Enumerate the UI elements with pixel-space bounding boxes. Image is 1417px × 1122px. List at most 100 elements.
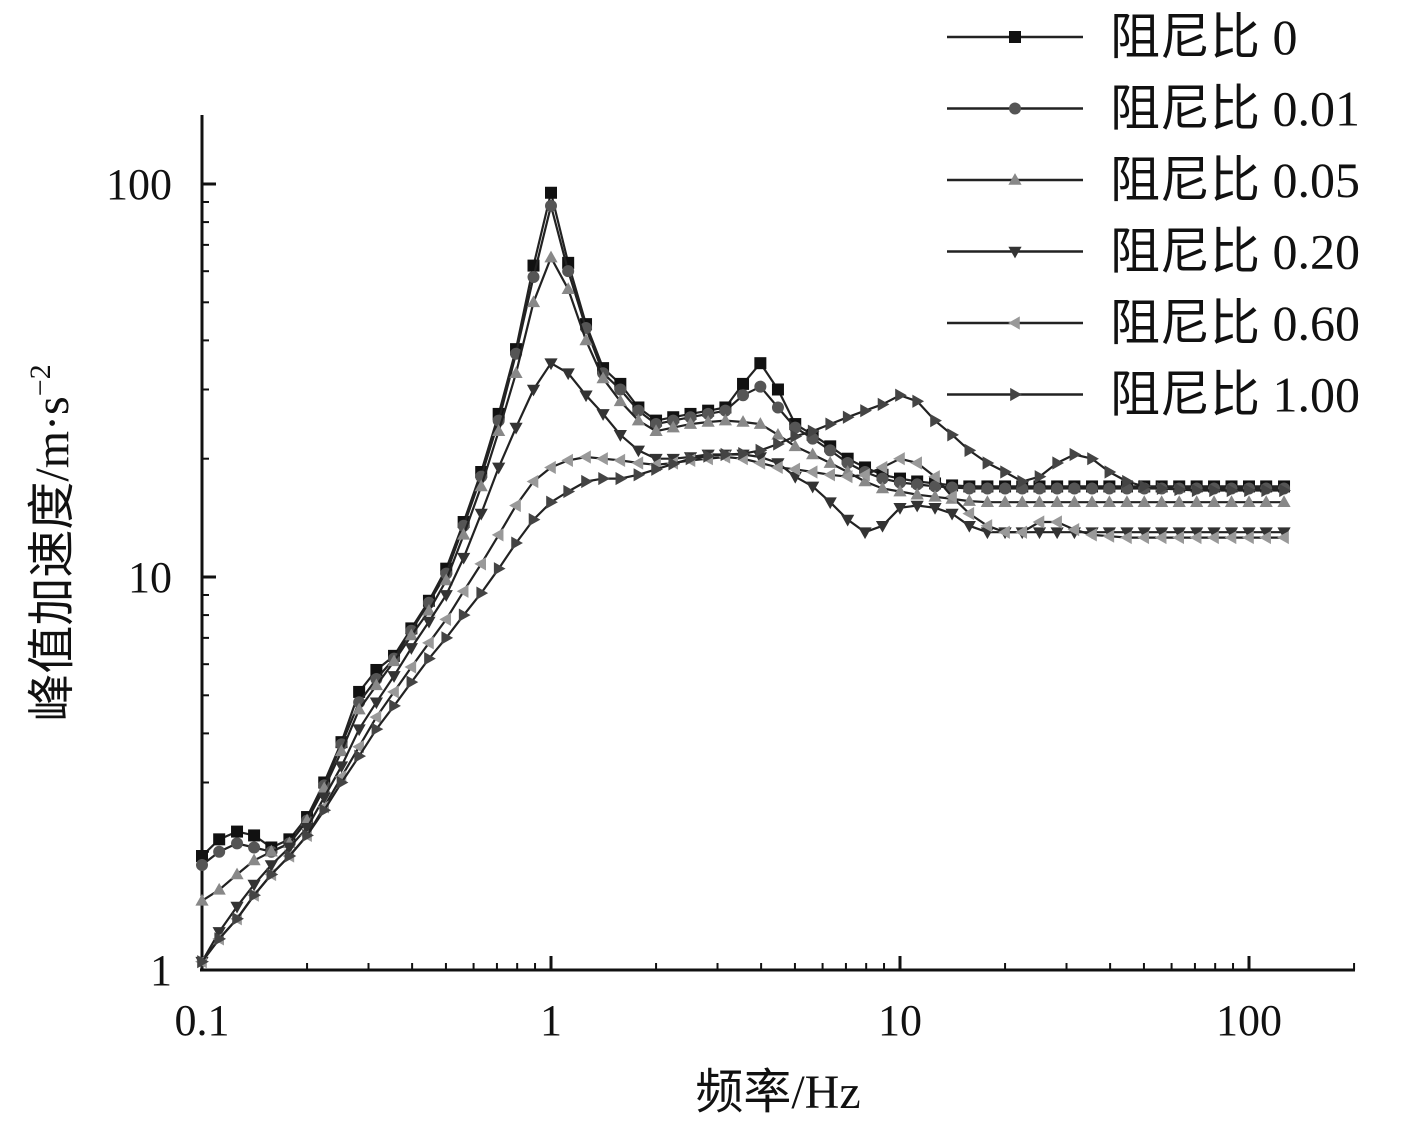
data-point [823, 456, 837, 468]
data-point [1067, 523, 1080, 537]
data-point [631, 456, 644, 470]
data-point [387, 685, 399, 699]
data-point [369, 710, 382, 724]
data-point [369, 697, 383, 710]
data-point [668, 457, 681, 471]
data-point [685, 452, 698, 466]
data-point [651, 462, 663, 476]
data-point [284, 849, 297, 863]
x-tick-label: 100 [1216, 996, 1282, 1045]
data-point [544, 250, 558, 263]
data-point [561, 282, 575, 294]
legend-marker [1008, 316, 1020, 330]
legend-item: 阻尼比 1.00 [947, 367, 1360, 423]
data-point [387, 671, 401, 683]
data-point [1189, 530, 1202, 545]
data-point [404, 628, 418, 641]
data-point [1034, 470, 1047, 484]
data-point [492, 462, 506, 475]
data-point [789, 421, 802, 434]
data-point [1120, 527, 1134, 540]
data-point [720, 447, 733, 462]
data-point [945, 508, 959, 521]
data-point [317, 792, 331, 805]
data-point [928, 502, 942, 515]
data-point [596, 371, 610, 384]
data-point [1087, 452, 1099, 466]
data-point [1224, 495, 1239, 507]
data-point [474, 557, 487, 571]
data-point [1259, 530, 1271, 545]
data-point [928, 470, 940, 484]
data-point [737, 389, 750, 402]
legend-item: 阻尼比 0.05 [947, 152, 1360, 208]
data-point [963, 482, 976, 495]
data-point [615, 471, 628, 486]
data-point [1174, 482, 1187, 497]
data-point [841, 514, 855, 527]
data-point [805, 465, 818, 479]
data-point [579, 390, 593, 403]
data-point [1244, 483, 1256, 498]
data-point [860, 404, 872, 418]
data-point [1156, 481, 1169, 496]
data-point [424, 651, 436, 666]
data-point [1015, 525, 1028, 539]
data-point [579, 333, 593, 346]
data-point [858, 468, 870, 482]
data-point [1137, 530, 1150, 545]
data-point [334, 744, 349, 757]
data-point [1052, 456, 1065, 470]
data-point [613, 394, 627, 407]
data-point [1172, 530, 1185, 545]
data-point [893, 452, 905, 466]
series-line [201, 256, 1284, 902]
series-5 [197, 388, 1291, 969]
legend-marker [1010, 387, 1022, 402]
y-tick-label: 10 [128, 553, 172, 602]
data-point [493, 562, 506, 576]
data-point [790, 429, 803, 443]
data-point [841, 457, 854, 470]
data-point [1050, 515, 1062, 529]
data-point [982, 456, 995, 470]
data-point [1103, 482, 1116, 495]
x-axis-title: 频率/Hz [695, 1066, 860, 1119]
data-point [1242, 530, 1254, 545]
legend-marker [1008, 246, 1022, 259]
data-point [877, 397, 890, 411]
data-point [910, 487, 924, 500]
data-point [1226, 483, 1239, 498]
data-point [980, 495, 994, 507]
data-point [893, 502, 907, 515]
data-point [1000, 465, 1012, 479]
data-point [545, 186, 557, 199]
data-point [999, 482, 1012, 495]
data-point [736, 415, 750, 427]
legend-item: 阻尼比 0.20 [947, 224, 1360, 280]
data-point [1032, 527, 1047, 540]
data-point [1207, 527, 1221, 540]
data-point [806, 447, 820, 460]
data-point [858, 474, 872, 487]
data-point [613, 430, 627, 442]
y-axis-title-main: 峰值加速度/m·s [26, 396, 79, 721]
data-point [352, 724, 366, 737]
data-point [474, 508, 488, 521]
data-point [1242, 495, 1256, 507]
data-point [649, 453, 663, 466]
data-point [319, 803, 332, 817]
legend-label: 阻尼比 0.05 [1110, 152, 1360, 208]
data-point [546, 495, 558, 509]
data-point [1104, 465, 1117, 479]
data-point [1172, 495, 1186, 507]
legend-item: 阻尼比 0.01 [947, 81, 1360, 137]
data-point [526, 295, 541, 308]
data-point [980, 519, 993, 533]
data-point [1120, 495, 1134, 507]
x-tick-label: 1 [540, 996, 562, 1045]
data-point [544, 460, 556, 475]
data-point [1085, 528, 1097, 542]
